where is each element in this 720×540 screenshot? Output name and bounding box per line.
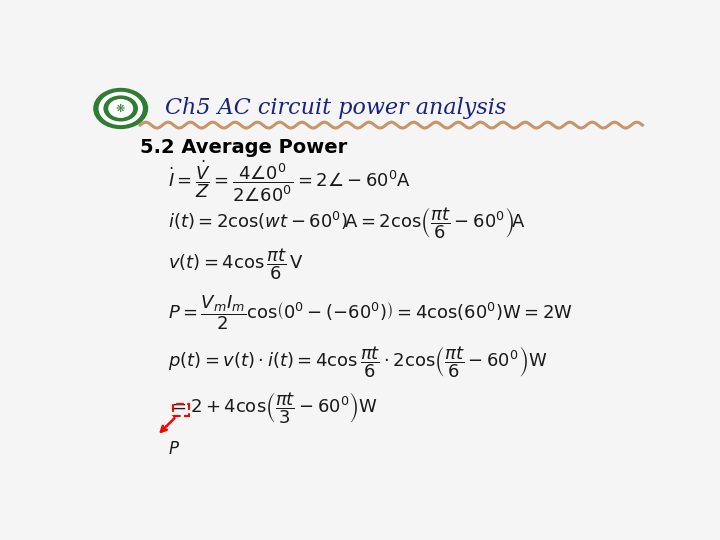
Text: $P$: $P$ [168,441,180,458]
Text: $v(t)=4\cos\dfrac{\pi t}{6}\,\mathrm{V}$: $v(t)=4\cos\dfrac{\pi t}{6}\,\mathrm{V}$ [168,247,304,282]
Text: $P=\dfrac{V_m I_m}{2}\cos\!\left(0^0-\left(-60^0\right)\right)=4\cos\!\left(60^0: $P=\dfrac{V_m I_m}{2}\cos\!\left(0^0-\le… [168,293,573,332]
Text: ❋: ❋ [116,104,125,113]
Text: $\dot{I}=\dfrac{\dot{V}}{Z}=\dfrac{4\angle 0^0}{2\angle 60^0}=2\angle -60^0\math: $\dot{I}=\dfrac{\dot{V}}{Z}=\dfrac{4\ang… [168,159,411,204]
Text: $=2+4\cos\!\left(\dfrac{\pi t}{3}-60^0\right)\mathrm{W}$: $=2+4\cos\!\left(\dfrac{\pi t}{3}-60^0\r… [168,390,378,426]
Text: Ch5 AC circuit power analysis: Ch5 AC circuit power analysis [166,97,507,119]
Text: 5.2 Average Power: 5.2 Average Power [140,138,348,158]
Text: $p(t)=v(t)\cdot i(t)=4\cos\dfrac{\pi t}{6}\cdot 2\cos\!\left(\dfrac{\pi t}{6}-60: $p(t)=v(t)\cdot i(t)=4\cos\dfrac{\pi t}{… [168,345,547,380]
Bar [173,404,189,416]
Circle shape [104,96,138,121]
Circle shape [109,100,132,117]
Text: $i(t)=2\cos\!\left(wt-60^0\right)\!\mathrm{A}=2\cos\!\left(\dfrac{\pi t}{6}-60^0: $i(t)=2\cos\!\left(wt-60^0\right)\!\math… [168,205,526,241]
Circle shape [94,89,148,129]
Circle shape [99,92,142,124]
